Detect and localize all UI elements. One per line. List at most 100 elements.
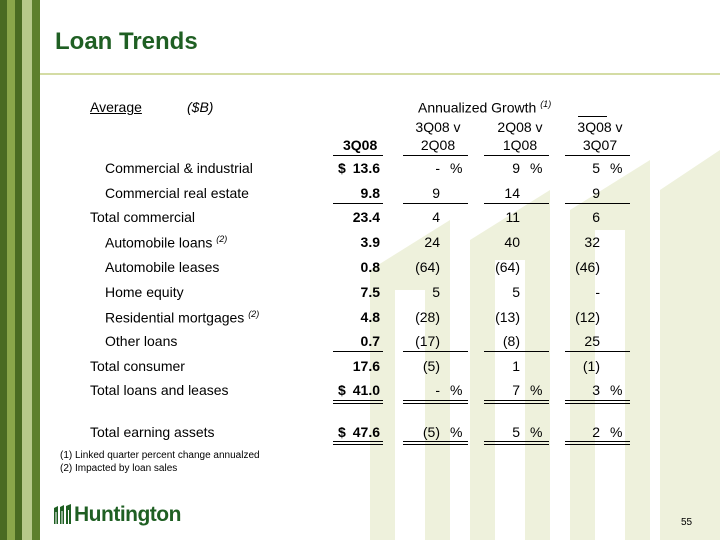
- growth-3q08-v-3q07: 6: [592, 209, 600, 225]
- total-double-underline: [333, 403, 383, 404]
- col-3q08-header: 3Q08: [343, 137, 378, 153]
- total-double-underline: [484, 441, 549, 442]
- percent-sign: %: [610, 382, 623, 398]
- growth-2q08-v-1q08: 1: [512, 358, 520, 374]
- growth-3q08-v-2q08: -: [435, 160, 440, 176]
- footnote-1: (1) Linked quarter percent change annual…: [60, 450, 260, 461]
- growth-3q08-v-3q07: 5: [592, 160, 600, 176]
- row-label-text: Other loans: [105, 333, 178, 349]
- row-label: Automobile leases: [105, 259, 219, 275]
- total-double-underline: [333, 444, 383, 445]
- growth-3q08-v-3q07: -: [595, 284, 600, 300]
- growth-3q08-v-3q07: 3: [592, 382, 600, 398]
- growth-2q08-v-1q08: (64): [495, 259, 520, 275]
- subtotal-underline: [403, 351, 468, 352]
- col-b-bottom: 1Q08: [502, 137, 538, 153]
- header-underline: [565, 155, 630, 156]
- row-label-text: Automobile loans: [105, 234, 213, 251]
- total-double-underline: [403, 441, 468, 442]
- header-underline: [578, 116, 607, 117]
- dollar-sign: $: [338, 424, 346, 440]
- total-double-underline: [565, 441, 630, 442]
- total-double-underline: [403, 444, 468, 445]
- huntington-logo-icon: [54, 504, 71, 524]
- row-footnote-ref: (2): [216, 234, 228, 244]
- total-double-underline: [403, 400, 468, 401]
- growth-2q08-v-1q08: 5: [512, 284, 520, 300]
- total-double-underline: [484, 400, 549, 401]
- percent-sign: %: [450, 160, 463, 176]
- growth-3q08-v-3q07: 25: [584, 333, 600, 349]
- huntington-logo-text: Huntington: [74, 503, 181, 526]
- row-label: Home equity: [105, 284, 184, 300]
- growth-2q08-v-1q08: 40: [504, 234, 520, 250]
- row-label-text: Total consumer: [90, 358, 185, 374]
- header-underline: [484, 155, 549, 156]
- value-3q08: 13.6: [352, 160, 380, 176]
- value-3q08: 3.9: [360, 234, 380, 250]
- annualized-growth-header: Annualized Growth (1): [418, 99, 552, 116]
- value-3q08: 47.6: [352, 424, 380, 440]
- header-underline: [333, 155, 383, 156]
- left-stripe: [15, 0, 22, 540]
- left-stripe: [0, 0, 7, 540]
- growth-2q08-v-1q08: 9: [512, 160, 520, 176]
- total-double-underline: [333, 400, 383, 401]
- title-rule: [40, 73, 720, 75]
- header-underline: [403, 155, 468, 156]
- value-3q08: 0.8: [360, 259, 380, 275]
- row-label-text: Total loans and leases: [90, 382, 229, 398]
- growth-3q08-v-3q07: (46): [575, 259, 600, 275]
- total-double-underline: [484, 444, 549, 445]
- growth-3q08-v-3q07: 2: [592, 424, 600, 440]
- growth-3q08-v-3q07: (12): [575, 309, 600, 325]
- percent-sign: %: [610, 160, 623, 176]
- subtotal-underline: [333, 351, 383, 352]
- percent-sign: %: [450, 382, 463, 398]
- value-3q08: 41.0: [352, 382, 380, 398]
- growth-3q08-v-2q08: -: [435, 382, 440, 398]
- total-double-underline: [565, 403, 630, 404]
- value-3q08: 23.4: [352, 209, 380, 225]
- percent-sign: %: [530, 424, 543, 440]
- row-label: Residential mortgages (2): [105, 309, 259, 326]
- value-3q08: 4.8: [360, 309, 380, 325]
- row-label-text: Commercial real estate: [105, 185, 249, 201]
- growth-2q08-v-1q08: (13): [495, 309, 520, 325]
- growth-3q08-v-2q08: (64): [415, 259, 440, 275]
- dollar-sign: $: [338, 382, 346, 398]
- footnote-2: (2) Impacted by loan sales: [60, 463, 178, 474]
- row-label-text: Residential mortgages: [105, 309, 245, 326]
- growth-3q08-v-2q08: 9: [432, 185, 440, 201]
- row-label: Other loans: [105, 333, 177, 349]
- growth-2q08-v-1q08: 11: [505, 209, 520, 225]
- page-number: 55: [681, 517, 693, 528]
- total-double-underline: [333, 441, 383, 442]
- col-b-top: 2Q08 v: [497, 119, 543, 135]
- subtotal-underline: [403, 203, 468, 204]
- row-label-text: Automobile leases: [105, 259, 220, 275]
- row-label: Total consumer: [90, 358, 185, 374]
- col-a-bottom: 2Q08: [420, 137, 456, 153]
- growth-3q08-v-2q08: (5): [422, 358, 440, 374]
- percent-sign: %: [530, 160, 543, 176]
- value-3q08: 0.7: [360, 333, 380, 349]
- total-double-underline: [565, 400, 630, 401]
- value-3q08: 7.5: [360, 284, 380, 300]
- growth-2q08-v-1q08: (8): [502, 333, 520, 349]
- page-title: Loan Trends: [55, 28, 198, 55]
- percent-sign: %: [530, 382, 543, 398]
- subtotal-underline: [565, 351, 630, 352]
- row-label: Commercial & industrial: [105, 160, 253, 176]
- subtotal-underline: [333, 203, 383, 204]
- left-stripe: [7, 0, 15, 540]
- row-label-text: Commercial & industrial: [105, 160, 253, 176]
- dollar-sign: $: [338, 160, 346, 176]
- watermark-logo: [370, 150, 720, 540]
- growth-3q08-v-2q08: 24: [424, 234, 440, 250]
- growth-2q08-v-1q08: 14: [504, 185, 520, 201]
- growth-3q08-v-3q07: 32: [584, 234, 600, 250]
- growth-3q08-v-2q08: (28): [415, 309, 440, 325]
- row-label: Total earning assets: [90, 424, 215, 440]
- row-label-text: Home equity: [105, 284, 184, 300]
